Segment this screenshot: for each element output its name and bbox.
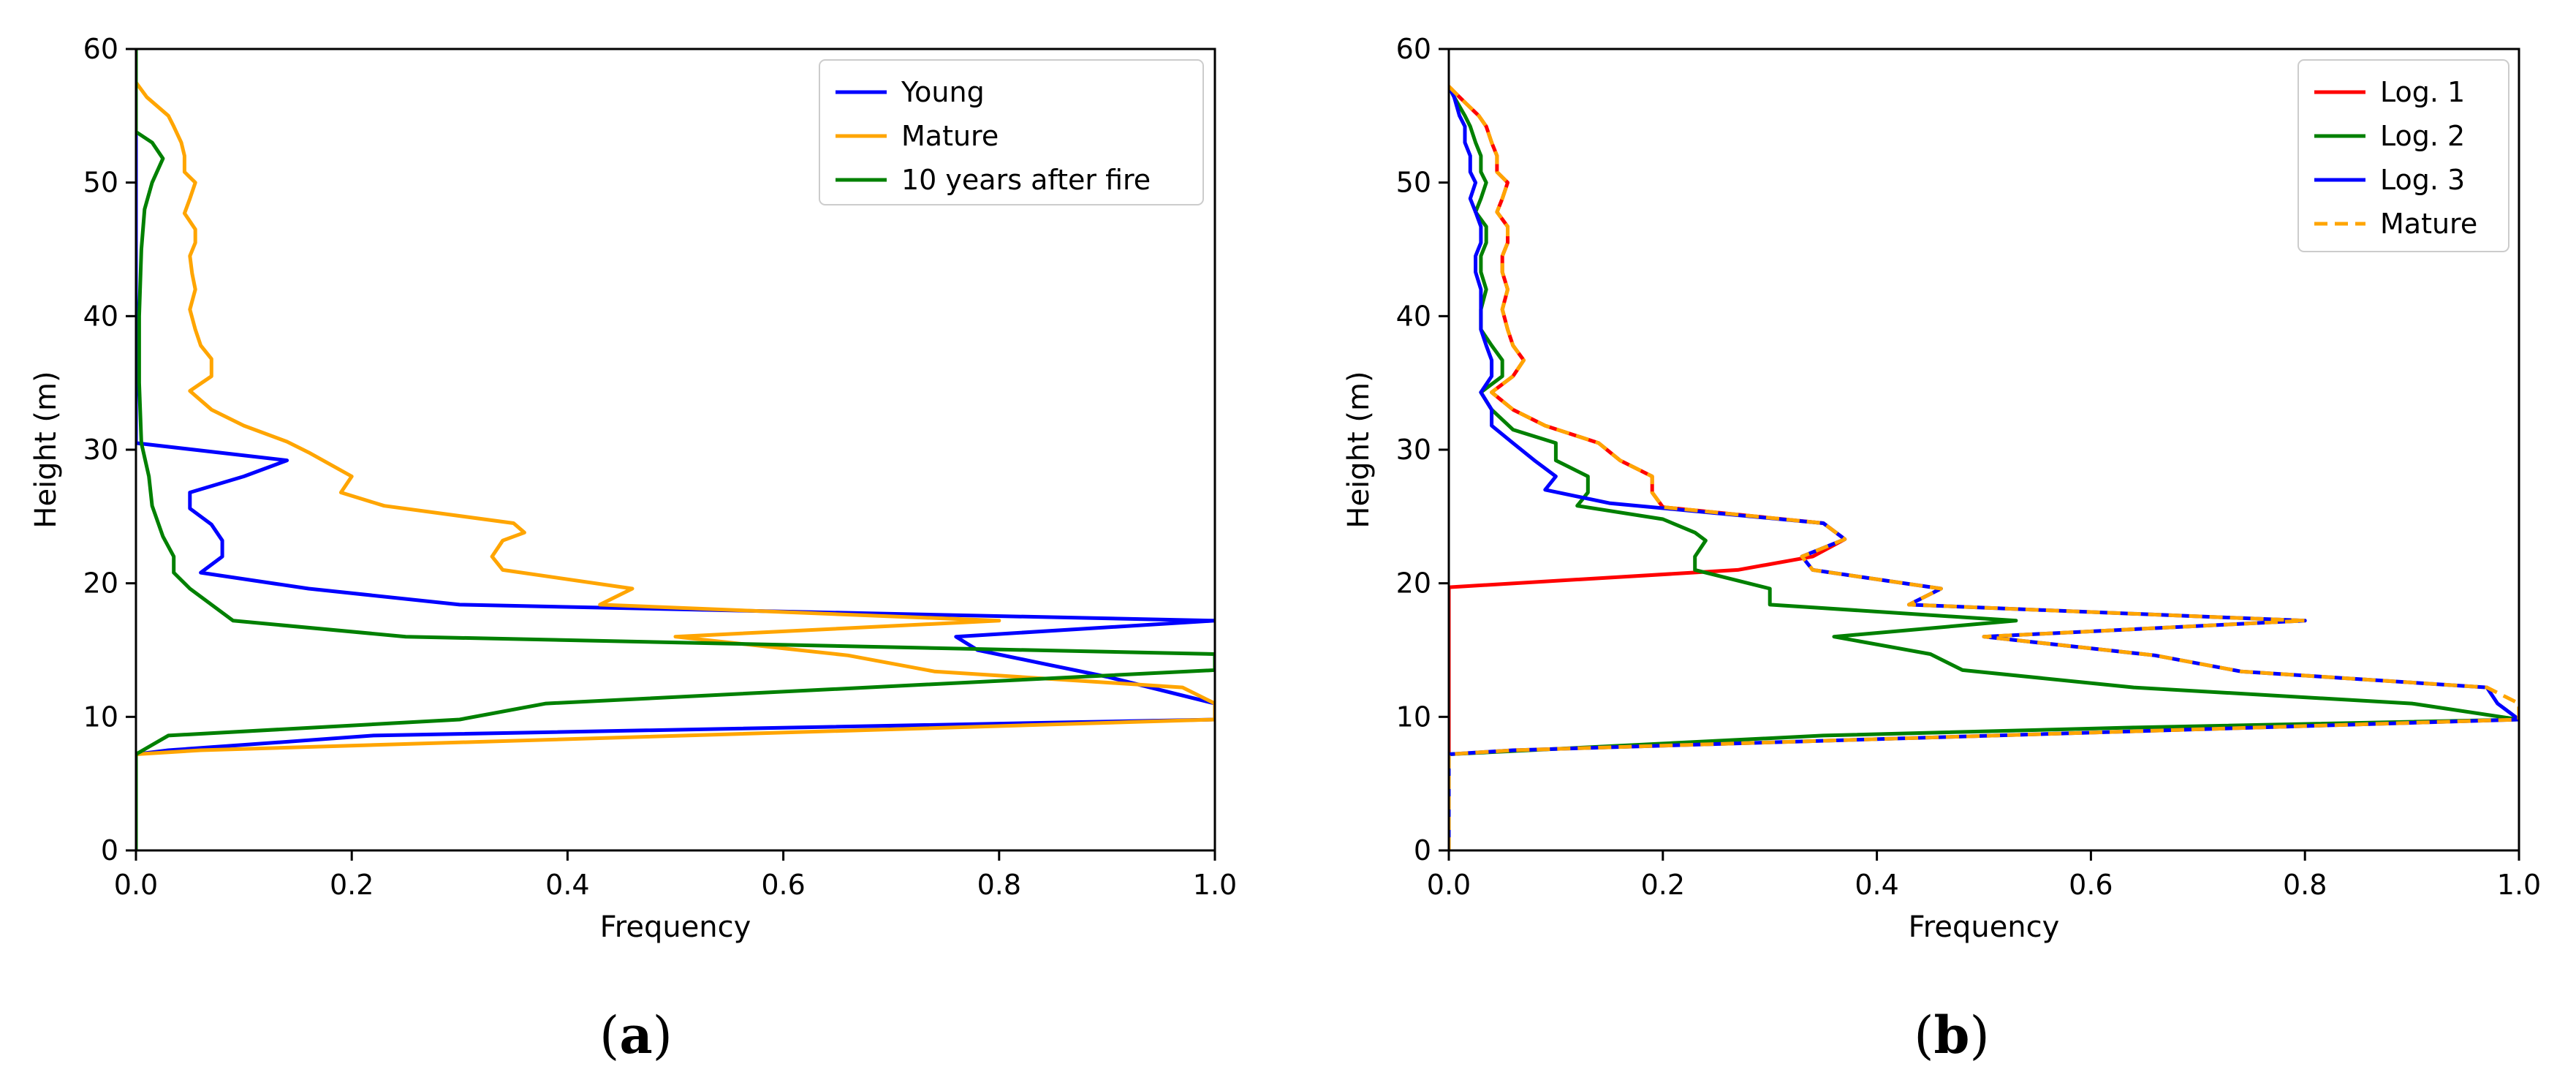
legend-box: [2297, 59, 2509, 252]
y-tick-label: 10: [1396, 701, 1431, 733]
legend-label: Mature: [901, 120, 999, 152]
series-line-log-2: [1449, 85, 2519, 850]
panel-a: 0.0 0.2 0.4 0.6 0.8 1.0 0 10 20 30 40 50 60 Frequency…: [29, 33, 1237, 1065]
panel-label: (b): [1914, 1005, 1990, 1065]
x-tick-label: 1.0: [2497, 869, 2541, 901]
legend-label: Mature: [2380, 208, 2477, 240]
y-tick-label: 20: [1396, 567, 1431, 600]
panel-label-open: (: [1914, 1005, 1933, 1065]
y-tick-label: 50: [83, 167, 118, 199]
y-tick-label: 0: [1414, 834, 1431, 867]
series-line-10-years-after-fire: [136, 49, 1215, 850]
x-tick-label: 0.6: [2069, 869, 2113, 901]
x-tick-label: 0.0: [1427, 869, 1471, 901]
x-axis-title: Frequency: [1909, 910, 2060, 944]
y-axis-title: Height (m): [29, 371, 63, 528]
panel-label-close: ): [653, 1005, 673, 1065]
x-tick-label: 0.8: [2283, 869, 2327, 901]
y-tick-label: 50: [1396, 167, 1431, 199]
series-line-mature: [1449, 85, 2519, 850]
legend-label: Log. 2: [2380, 120, 2465, 152]
x-tick-label: 0.4: [545, 869, 589, 901]
legend: Log. 1 Log. 2 Log. 3 Mature: [2297, 59, 2509, 252]
y-tick-label: 40: [1396, 300, 1431, 332]
panel-label: (a): [599, 1005, 673, 1065]
x-tick-label: 0.8: [977, 869, 1021, 901]
panel-label-close: ): [1969, 1005, 1989, 1065]
legend-label: Log. 3: [2380, 164, 2465, 196]
x-tick-label: 0.6: [761, 869, 805, 901]
legend-box: [819, 59, 1204, 205]
legend-label: 10 years after fire: [901, 164, 1151, 196]
y-tick-label: 20: [83, 567, 118, 600]
panel-label-letter: b: [1934, 1005, 1970, 1065]
y-tick-label: 60: [1396, 33, 1431, 65]
panel-label-letter: a: [619, 1005, 652, 1065]
x-tick-label: 0.0: [114, 869, 158, 901]
y-tick-label: 60: [83, 33, 118, 65]
x-axis-title: Frequency: [600, 910, 751, 944]
x-tick-label: 0.2: [330, 869, 374, 901]
plot-area: [136, 49, 1215, 850]
y-tick-label: 30: [1396, 434, 1431, 466]
legend-label: Young: [901, 76, 985, 108]
y-axis-title: Height (m): [1342, 371, 1376, 528]
y-tick-label: 10: [83, 701, 118, 733]
panel-b: 0.0 0.2 0.4 0.6 0.8 1.0 0 10 20 30 40 50 60 Frequency…: [1342, 33, 2541, 1065]
y-tick-label: 30: [83, 434, 118, 466]
panel-label-open: (: [599, 1005, 619, 1065]
legend: Young Mature 10 years after fire: [819, 59, 1204, 205]
x-tick-label: 0.4: [1855, 869, 1898, 901]
plot-area: [1449, 85, 2519, 850]
y-tick-label: 0: [101, 834, 118, 867]
x-tick-label: 1.0: [1193, 869, 1237, 901]
series-line-young: [136, 49, 1215, 850]
legend-label: Log. 1: [2380, 76, 2465, 108]
x-tick-label: 0.2: [1641, 869, 1685, 901]
y-tick-label: 40: [83, 300, 118, 332]
